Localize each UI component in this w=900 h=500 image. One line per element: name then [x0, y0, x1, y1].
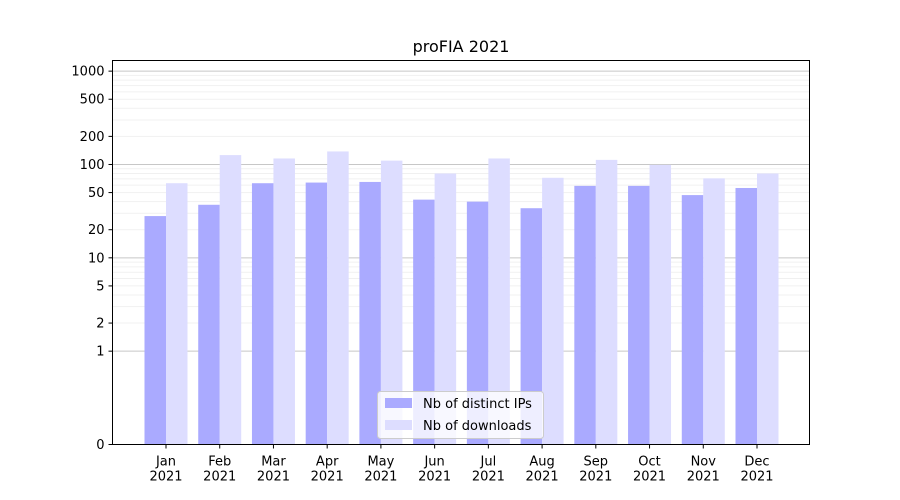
bar-distinct-ips	[144, 216, 166, 445]
bar-downloads	[380, 160, 403, 445]
y-tick-label: 500	[80, 93, 105, 108]
legend-box	[377, 391, 544, 439]
y-axis: 0 1 2 5 10 20 50 100 200 500 1000	[71, 65, 113, 453]
legend-label-downloads: Nb of downloads	[423, 419, 532, 434]
bar-distinct-ips	[251, 183, 274, 445]
legend: Nb of distinct IPs Nb of downloads	[377, 391, 544, 439]
legend-swatch-distinct-ips	[385, 398, 412, 408]
x-tick-label: Apr 2021	[311, 455, 344, 485]
bar-distinct-ips	[735, 187, 757, 445]
bar-distinct-ips	[359, 181, 381, 445]
x-tick-label: May 2021	[364, 455, 397, 485]
y-tick-label: 1	[96, 345, 104, 360]
y-tick-label: 1000	[71, 65, 104, 80]
y-tick-label: 200	[80, 130, 105, 145]
plot-frame	[112, 60, 810, 445]
bar-downloads	[757, 173, 779, 445]
bar-downloads	[327, 151, 349, 445]
x-tick-label: Jun 2021	[418, 455, 451, 485]
chart-title: proFIA 2021	[413, 37, 510, 56]
x-tick-label: Sep 2021	[579, 455, 612, 485]
bars	[144, 151, 779, 445]
bar-distinct-ips	[574, 185, 596, 445]
x-tick-label: Jan 2021	[149, 455, 182, 485]
bar-downloads	[703, 178, 725, 445]
bar-distinct-ips	[520, 208, 543, 445]
bar-distinct-ips	[628, 185, 650, 445]
x-tick-label: Oct 2021	[633, 455, 666, 485]
legend-label-distinct-ips: Nb of distinct IPs	[423, 397, 532, 412]
bar-distinct-ips	[681, 195, 704, 445]
x-axis: Jan 2021 Feb 2021 Mar 2021 Apr 2021 May 2021 Jun 20…	[149, 444, 774, 485]
bar-distinct-ips	[305, 182, 328, 445]
x-tick-label: Mar 2021	[257, 455, 290, 485]
y-tick-label: 5	[96, 279, 104, 294]
bar-downloads	[488, 158, 510, 445]
x-tick-label: Dec 2021	[740, 455, 773, 485]
bar-downloads	[649, 164, 672, 445]
bar-downloads	[595, 159, 618, 445]
bar-downloads	[166, 183, 188, 445]
legend-swatch-downloads	[385, 420, 412, 430]
bar-downloads	[542, 177, 564, 445]
bar-distinct-ips	[466, 201, 489, 445]
y-tick-label: 50	[88, 186, 105, 201]
y-tick-label: 10	[88, 251, 105, 266]
bar-distinct-ips	[198, 204, 220, 445]
y-tick-label: 0	[96, 438, 104, 453]
bar-downloads	[434, 173, 457, 445]
bar-downloads	[273, 158, 295, 445]
x-tick-label: Feb 2021	[203, 455, 236, 485]
x-tick-label: Nov 2021	[687, 455, 720, 485]
bar-downloads	[219, 155, 242, 445]
bar-distinct-ips	[413, 199, 435, 445]
y-tick-label: 100	[80, 158, 105, 173]
x-tick-label: Jul 2021	[472, 455, 505, 485]
x-tick-label: Aug 2021	[526, 455, 559, 485]
y-tick-label: 2	[96, 317, 104, 332]
y-tick-label: 20	[88, 223, 105, 238]
